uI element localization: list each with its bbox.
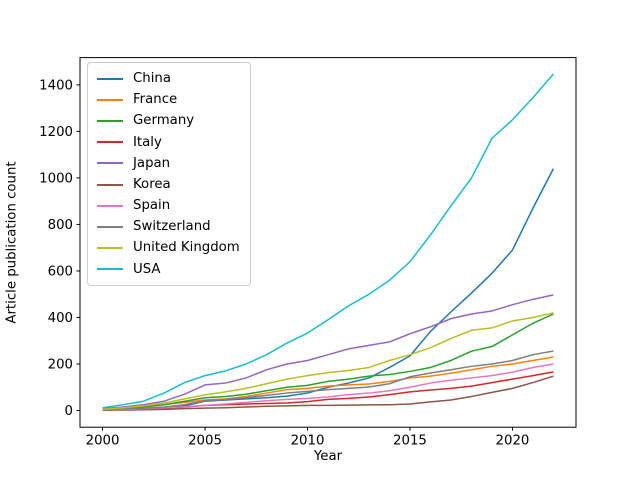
y-tick-label: 400 <box>48 311 73 326</box>
legend-item-italy: Italy <box>97 132 240 153</box>
y-tick-label: 1000 <box>39 171 73 186</box>
series-line-korea <box>102 375 554 412</box>
x-tick-label: 2005 <box>188 434 222 449</box>
legend-swatch <box>97 225 123 228</box>
y-tick-label: 1200 <box>39 125 73 140</box>
legend-swatch <box>97 119 123 122</box>
legend-item-usa: USA <box>97 259 240 280</box>
legend-swatch <box>97 98 123 101</box>
legend-swatch <box>97 183 123 186</box>
series-line-usa <box>102 73 555 409</box>
legend-label: USA <box>133 261 161 277</box>
legend-item-united-kingdom: United Kingdom <box>97 238 240 259</box>
axes-spines <box>79 57 577 428</box>
legend-item-korea: Korea <box>97 174 240 195</box>
legend-label: Korea <box>133 176 171 192</box>
legend-label: Switzerland <box>133 219 211 235</box>
x-tick-label: 2010 <box>291 434 325 449</box>
y-tick-label: 200 <box>48 357 73 372</box>
legend-swatch <box>97 77 123 80</box>
legend-label: France <box>133 92 178 108</box>
series-line-japan <box>102 294 554 410</box>
legend-label: Germany <box>133 113 195 129</box>
y-tick-label: 600 <box>48 264 73 279</box>
legend-swatch <box>97 141 123 144</box>
legend-item-japan: Japan <box>97 153 240 174</box>
series-line-germany <box>102 313 554 411</box>
y-axis-label: Article publication count <box>4 161 20 324</box>
legend-label: Italy <box>133 134 162 150</box>
series-line-switzerland <box>102 350 554 411</box>
legend-item-germany: Germany <box>97 110 240 131</box>
y-tick-label: 800 <box>48 218 73 233</box>
legend-label: United Kingdom <box>133 240 240 256</box>
legend-swatch <box>97 268 123 271</box>
y-tick-label: 0 <box>65 404 73 419</box>
legend-item-switzerland: Switzerland <box>97 216 240 237</box>
legend-label: Spain <box>133 198 171 214</box>
x-tick-label: 2000 <box>86 434 120 449</box>
legend-item-france: France <box>97 89 240 110</box>
legend: China France Germany Italy Japan Korea Spain Sw… <box>87 62 251 286</box>
x-tick-label: 2015 <box>393 434 427 449</box>
x-tick-label: 2020 <box>496 434 530 449</box>
legend-label: China <box>133 70 171 86</box>
y-tick-label: 1400 <box>39 78 73 93</box>
x-axis-label: Year <box>313 449 343 464</box>
legend-item-china: China <box>97 68 240 89</box>
legend-swatch <box>97 247 123 250</box>
legend-label: Japan <box>133 155 171 171</box>
legend-item-spain: Spain <box>97 195 240 216</box>
series-line-france <box>102 356 554 410</box>
legend-swatch <box>97 204 123 207</box>
series-line-united-kingdom <box>102 312 554 411</box>
series-line-spain <box>102 363 554 411</box>
legend-swatch <box>97 162 123 165</box>
